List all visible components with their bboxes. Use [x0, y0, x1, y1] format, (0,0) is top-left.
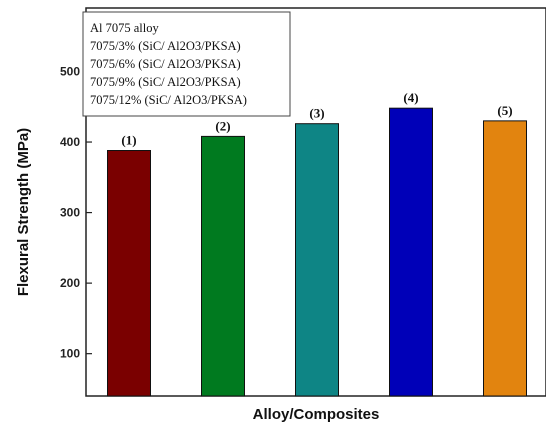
- y-axis: 100 200 300 400 500: [60, 64, 92, 361]
- x-axis-title: Alloy/Composites: [253, 406, 380, 423]
- legend-box: [82, 11, 291, 117]
- bar-3: [295, 123, 339, 397]
- y-tick-label-100: 100: [60, 347, 80, 361]
- legend-entry-4: 7075/9% (SiC/ Al2O3/PKSA): [90, 75, 241, 89]
- legend-entry-1: Al 7075 alloy: [90, 21, 159, 35]
- y-tick-label-300: 300: [60, 206, 80, 220]
- bar-5: [483, 120, 527, 397]
- y-tick-label-500: 500: [60, 64, 80, 78]
- bar-4: [389, 107, 433, 397]
- bar-label-5: (5): [497, 103, 512, 118]
- bar-label-2: (2): [215, 118, 230, 133]
- bars-group: [107, 107, 527, 397]
- legend-entry-2: 7075/3% (SiC/ Al2O3/PKSA): [90, 39, 241, 53]
- bar-label-4: (4): [403, 90, 418, 105]
- legend: Al 7075 alloy 7075/3% (SiC/ Al2O3/PKSA) …: [82, 11, 291, 117]
- bar-labels-group: (1) (2) (3) (4) (5): [121, 90, 512, 147]
- y-tick-label-200: 200: [60, 276, 80, 290]
- y-tick-label-400: 400: [60, 135, 80, 149]
- bar-2: [201, 135, 245, 397]
- bar-label-1: (1): [121, 133, 136, 148]
- bar-label-3: (3): [309, 106, 324, 121]
- legend-entry-3: 7075/6% (SiC/ Al2O3/PKSA): [90, 57, 241, 71]
- bar-1: [107, 150, 151, 397]
- y-axis-title: Flexural Strength (MPa): [15, 128, 32, 296]
- legend-entry-5: 7075/12% (SiC/ Al2O3/PKSA): [90, 93, 247, 107]
